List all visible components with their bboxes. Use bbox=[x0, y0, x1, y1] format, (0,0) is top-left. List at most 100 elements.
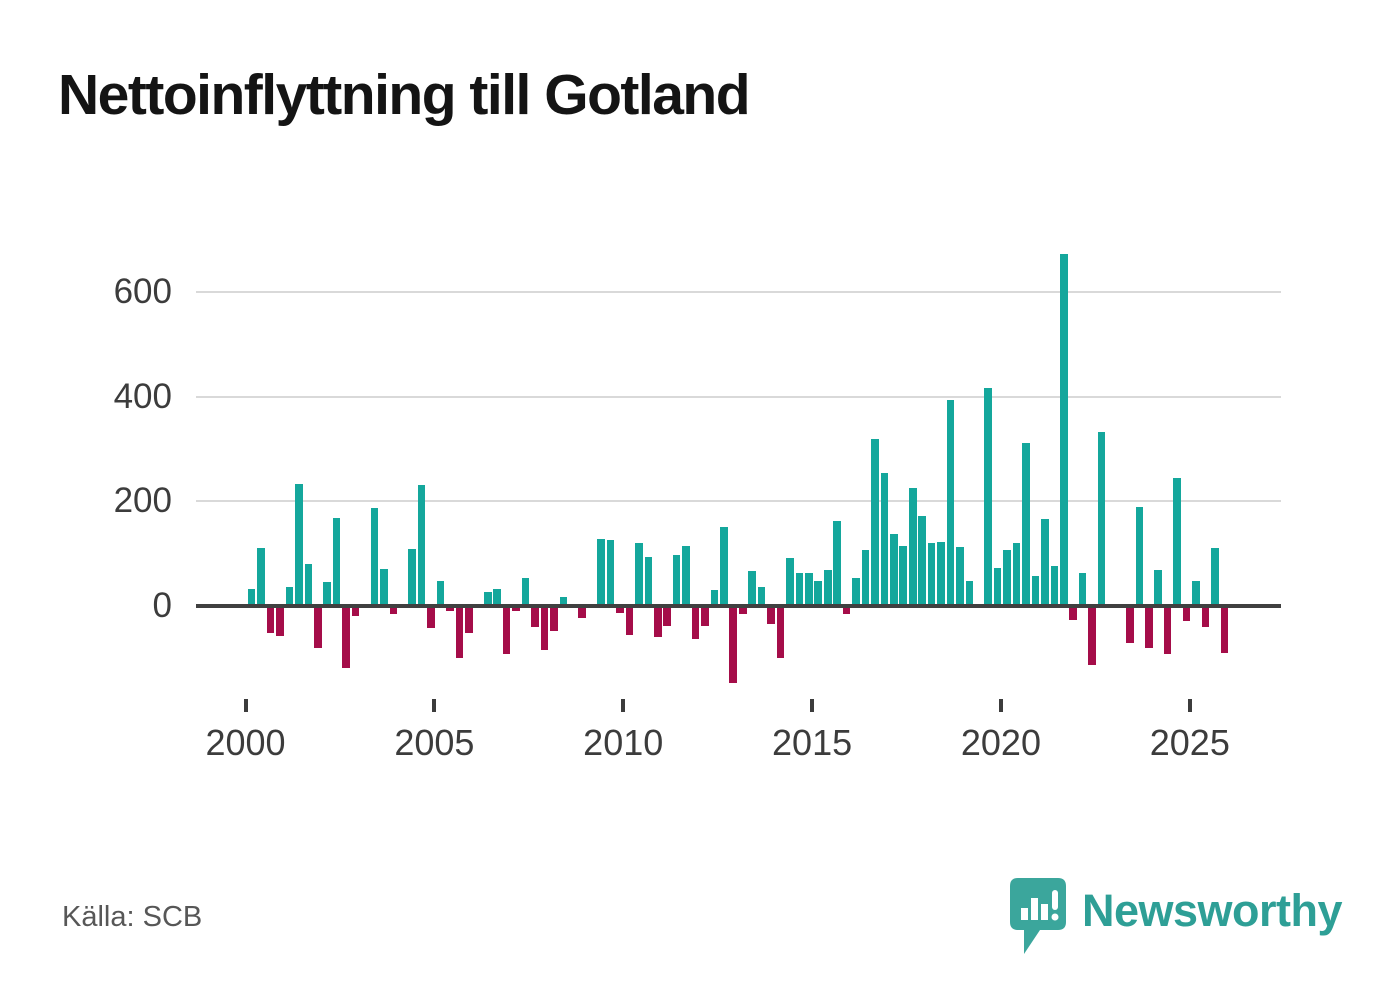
bar-quarter-6 bbox=[304, 564, 313, 606]
bar-quarter-94 bbox=[1135, 506, 1144, 606]
bar-quarter-65 bbox=[861, 549, 870, 606]
gridline-600 bbox=[196, 291, 1281, 294]
bar-quarter-74 bbox=[946, 399, 955, 606]
bar-quarter-95 bbox=[1144, 606, 1153, 649]
bar-quarter-63 bbox=[842, 606, 851, 614]
bar-quarter-14 bbox=[380, 569, 388, 606]
bar-quarter-86 bbox=[1059, 254, 1068, 606]
bar-quarter-29 bbox=[521, 577, 530, 606]
bar-quarter-4 bbox=[285, 586, 294, 606]
bar-quarter-100 bbox=[1192, 580, 1200, 606]
bar-quarter-85 bbox=[1050, 565, 1059, 606]
bar-quarter-19 bbox=[427, 606, 435, 628]
bar-quarter-97 bbox=[1163, 606, 1172, 654]
bar-quarter-73 bbox=[937, 542, 945, 606]
bar-quarter-2 bbox=[266, 606, 275, 634]
y-axis-label-0: 0 bbox=[152, 586, 172, 625]
x-axis-label-2020: 2020 bbox=[960, 722, 1041, 763]
bar-quarter-99 bbox=[1182, 606, 1191, 622]
chart-title: Nettoinflyttning till Gotland bbox=[58, 63, 751, 127]
bar-quarter-69 bbox=[899, 545, 908, 606]
bar-quarter-59 bbox=[805, 573, 813, 606]
bar-quarter-27 bbox=[502, 606, 511, 654]
bar-quarter-11 bbox=[351, 606, 360, 617]
bar-quarter-31 bbox=[540, 606, 549, 651]
bar-quarter-28 bbox=[512, 606, 520, 612]
bar-quarter-83 bbox=[1031, 575, 1040, 606]
bar-quarter-44 bbox=[663, 606, 671, 626]
bar-quarter-62 bbox=[833, 521, 841, 606]
bar-quarter-89 bbox=[1088, 606, 1096, 665]
x-axis-label-2000: 2000 bbox=[205, 722, 286, 763]
bar-quarter-17 bbox=[408, 548, 417, 606]
bar-quarter-5 bbox=[295, 483, 303, 606]
bar-quarter-60 bbox=[814, 580, 823, 606]
bar-quarter-32 bbox=[550, 606, 558, 632]
bar-quarter-96 bbox=[1154, 570, 1163, 606]
bar-quarter-70 bbox=[908, 488, 917, 606]
y-axis-label-200: 200 bbox=[113, 481, 172, 521]
bar-quarter-37 bbox=[597, 538, 605, 606]
bar-quarter-76 bbox=[965, 581, 974, 606]
x-axis-tick-2000 bbox=[243, 699, 248, 712]
y-axis-label-600: 600 bbox=[113, 272, 172, 312]
x-axis-label-2015: 2015 bbox=[772, 722, 853, 763]
y-axis-label-400: 400 bbox=[113, 376, 172, 416]
bar-quarter-46 bbox=[682, 545, 690, 606]
bar-quarter-58 bbox=[795, 573, 804, 606]
bar-quarter-38 bbox=[606, 539, 615, 606]
bar-quarter-26 bbox=[493, 589, 501, 606]
bar-quarter-1 bbox=[257, 548, 265, 606]
bar-quarter-45 bbox=[672, 554, 681, 606]
bar-quarter-55 bbox=[767, 606, 775, 624]
bar-quarter-43 bbox=[653, 606, 662, 637]
bar-quarter-18 bbox=[417, 484, 426, 606]
bar-quarter-15 bbox=[389, 606, 398, 614]
bar-quarter-10 bbox=[342, 606, 350, 668]
bar-quarter-3 bbox=[276, 606, 284, 637]
x-axis-tick-2010 bbox=[621, 699, 626, 712]
bar-quarter-50 bbox=[720, 526, 728, 606]
bar-quarter-68 bbox=[890, 534, 898, 606]
bar-quarter-7 bbox=[314, 606, 322, 648]
x-axis-tick-2020 bbox=[998, 699, 1003, 712]
x-axis-tick-2015 bbox=[810, 699, 815, 712]
bar-quarter-57 bbox=[786, 557, 794, 606]
bar-quarter-64 bbox=[852, 578, 860, 606]
bar-quarter-40 bbox=[625, 606, 634, 636]
bar-quarter-71 bbox=[918, 515, 926, 606]
bar-quarter-47 bbox=[691, 606, 700, 640]
bar-quarter-23 bbox=[465, 606, 473, 634]
bar-quarter-87 bbox=[1069, 606, 1078, 620]
bar-quarter-102 bbox=[1211, 548, 1219, 606]
x-axis-label-2010: 2010 bbox=[583, 722, 664, 763]
bar-quarter-79 bbox=[993, 567, 1002, 606]
bar-quarter-84 bbox=[1041, 518, 1049, 606]
bar-quarter-88 bbox=[1078, 572, 1087, 606]
bar-quarter-66 bbox=[871, 438, 879, 606]
bar-quarter-78 bbox=[984, 387, 993, 606]
bar-quarter-48 bbox=[701, 606, 709, 626]
bar-quarter-21 bbox=[446, 606, 454, 612]
bar-quarter-41 bbox=[635, 542, 643, 606]
gridline-200 bbox=[196, 500, 1281, 503]
bar-quarter-82 bbox=[1022, 443, 1030, 606]
zero-axis-line bbox=[196, 604, 1281, 608]
bar-quarter-52 bbox=[738, 606, 747, 615]
bar-quarter-101 bbox=[1201, 606, 1210, 628]
bar-quarter-80 bbox=[1003, 549, 1011, 606]
x-axis-tick-2025 bbox=[1187, 699, 1192, 712]
bar-quarter-8 bbox=[323, 582, 332, 606]
bar-quarter-0 bbox=[247, 589, 256, 606]
bar-quarter-35 bbox=[578, 606, 586, 618]
bar-quarter-20 bbox=[436, 580, 445, 606]
x-axis-label-2005: 2005 bbox=[394, 722, 475, 763]
bar-quarter-93 bbox=[1126, 606, 1134, 644]
bar-quarter-103 bbox=[1220, 606, 1229, 653]
bar-quarter-56 bbox=[776, 606, 785, 658]
bar-quarter-42 bbox=[644, 556, 653, 606]
gridline-400 bbox=[196, 395, 1281, 398]
bar-quarter-90 bbox=[1097, 431, 1106, 606]
